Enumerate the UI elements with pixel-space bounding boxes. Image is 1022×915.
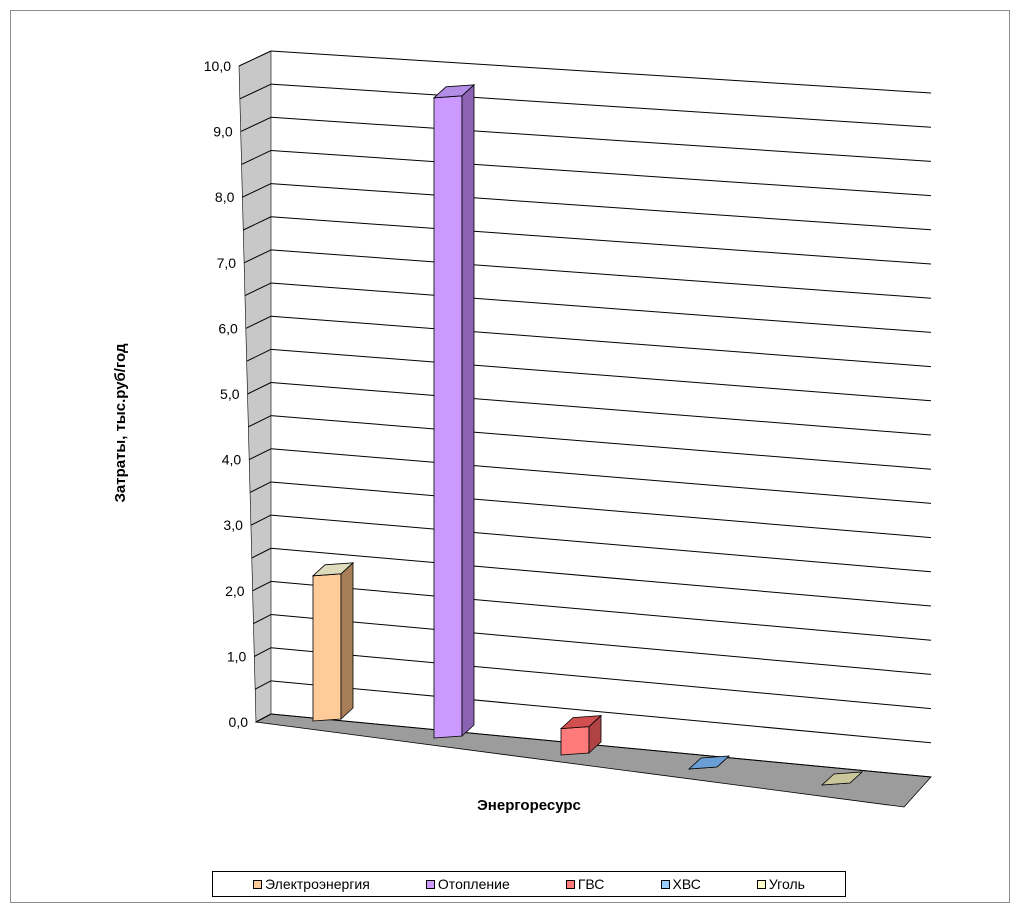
- gridline-side: [241, 149, 272, 165]
- gridline: [270, 249, 932, 299]
- gridline: [270, 348, 932, 402]
- y-tick-label: 2,0: [225, 583, 245, 599]
- y-tick-label: 10,0: [204, 58, 231, 74]
- y-axis-title: Затраты, тыс.руб/год: [112, 343, 129, 503]
- bar-top: [687, 755, 731, 770]
- gridline: [270, 116, 932, 162]
- gridline-side: [248, 448, 272, 461]
- gridline-side: [245, 315, 272, 329]
- gridline-side: [249, 481, 272, 493]
- bar: [559, 714, 603, 756]
- y-tick-label: 8,0: [215, 189, 235, 205]
- gridline: [270, 382, 932, 436]
- bar-top: [311, 562, 355, 577]
- gridline-side: [244, 282, 272, 297]
- bar-top: [559, 715, 603, 730]
- bar: [432, 83, 476, 739]
- bar: [687, 755, 731, 770]
- bar-top: [432, 84, 476, 99]
- gridline: [270, 713, 932, 778]
- gridline: [270, 614, 932, 675]
- legend-item: Уголь: [756, 876, 805, 892]
- legend-item: Электроэнергия: [253, 876, 370, 892]
- gridline-side: [253, 614, 272, 625]
- gridline-side: [252, 580, 272, 592]
- y-tick-label: 9,0: [213, 124, 233, 140]
- gridline-side: [254, 647, 272, 657]
- legend-swatch: [253, 879, 263, 889]
- gridline-side: [239, 83, 272, 100]
- bar-front: [433, 95, 463, 739]
- gridline: [270, 149, 932, 197]
- bar-side: [461, 83, 475, 737]
- gridline: [270, 514, 932, 573]
- y-tick-label: 6,0: [218, 320, 238, 336]
- legend-swatch: [425, 879, 435, 889]
- legend-swatch: [756, 879, 766, 889]
- bar: [311, 561, 355, 722]
- bar-front: [312, 573, 342, 722]
- y-tick-labels: 0,0 1,0 2,0 3,0 4,0 5,0 6,0 7,0 8,0 9,0 10,0: [204, 58, 248, 730]
- bar-side: [340, 561, 354, 720]
- legend-item: ХВС: [660, 876, 701, 892]
- legend-label: ГВС: [577, 876, 605, 892]
- gridline: [270, 415, 932, 470]
- bar-top: [820, 771, 864, 786]
- gridline-side: [247, 382, 272, 395]
- legend-label: ХВС: [672, 876, 701, 892]
- bar-front: [560, 726, 590, 756]
- gridline: [270, 481, 932, 539]
- gridline: [270, 216, 932, 265]
- y-tick-label: 7,0: [217, 255, 237, 271]
- gridline-side: [242, 183, 272, 198]
- gridline: [270, 83, 932, 128]
- legend: Электроэнергия Отопление ГВС ХВС Уголь: [212, 871, 846, 897]
- y-tick-label: 4,0: [222, 452, 242, 468]
- y-tick-label: 0,0: [229, 714, 249, 730]
- gridline-side: [243, 216, 272, 231]
- gridline-side: [243, 249, 272, 264]
- gridline: [270, 680, 932, 744]
- y-tick-label: 1,0: [227, 648, 247, 664]
- gridline-side: [250, 514, 272, 526]
- gridline: [270, 580, 932, 641]
- gridline-side: [240, 116, 272, 133]
- legend-swatch: [660, 879, 670, 889]
- legend-item: ГВС: [565, 876, 605, 892]
- gridline-side: [246, 348, 272, 362]
- back-wall: [271, 51, 931, 777]
- bars: [311, 83, 864, 786]
- y-tick-label: 3,0: [223, 517, 243, 533]
- chart-frame: 0,0 1,0 2,0 3,0 4,0 5,0 6,0 7,0 8,0 9,0 10,0 Затра…: [10, 10, 1010, 903]
- side-wall: [238, 50, 272, 723]
- gridlines: [238, 50, 932, 778]
- gridline: [270, 50, 932, 94]
- gridline-side: [254, 680, 272, 690]
- gridline: [270, 282, 932, 333]
- y-tick-label: 5,0: [220, 386, 240, 402]
- legend-swatch: [565, 879, 575, 889]
- legend-label: Отопление: [437, 876, 510, 892]
- gridline: [270, 547, 932, 607]
- legend-label: Уголь: [768, 876, 805, 892]
- gridline-side: [251, 547, 272, 559]
- gridline: [270, 183, 932, 231]
- bar: [820, 771, 864, 786]
- gridline-side: [238, 50, 272, 67]
- legend-label: Электроэнергия: [265, 876, 370, 892]
- gridline-side: [248, 415, 272, 428]
- gridline: [270, 647, 932, 710]
- gridline: [270, 315, 932, 368]
- gridline-side: [255, 713, 272, 723]
- x-axis-title: Энергоресурс: [477, 797, 581, 814]
- gridline: [270, 448, 932, 504]
- legend-item: Отопление: [425, 876, 510, 892]
- bar-chart: 0,0 1,0 2,0 3,0 4,0 5,0 6,0 7,0 8,0 9,0 10,0 Затра…: [112, 50, 932, 814]
